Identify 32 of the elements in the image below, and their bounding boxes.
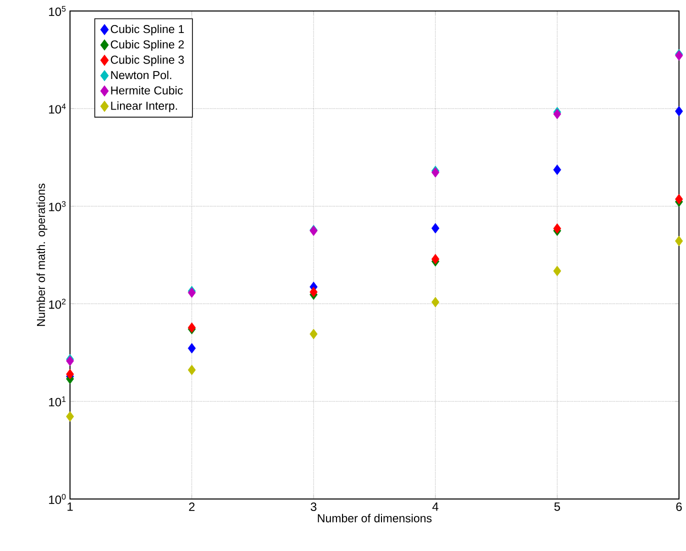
x-tick-label: 1	[68, 502, 73, 511]
y-axis-title: Number of math. operations	[36, 184, 48, 326]
x-tick-label: 5	[554, 502, 560, 511]
y-tick-label: 10$^{4}$	[49, 104, 66, 114]
legend-label: Linear Interp.	[111, 101, 177, 112]
point	[66, 411, 74, 422]
x-tick-label: 3	[310, 502, 316, 512]
point	[188, 343, 196, 354]
point	[188, 364, 196, 376]
x-tick-label: 2	[189, 502, 195, 511]
y-tick-label: 10$^{2}$	[49, 298, 66, 309]
point	[431, 296, 440, 308]
y-tick-label: 10$^{5}$	[49, 6, 66, 16]
legend-label: Cubic Spline 3	[110, 55, 184, 66]
x-tick-label: 6	[676, 502, 682, 512]
point	[553, 266, 562, 276]
y-tick-label: 10$^{0}$	[49, 494, 66, 504]
x-axis-title: Number of dimensions	[318, 514, 432, 522]
point	[66, 368, 74, 380]
legend-label: Newton Pol.	[111, 70, 172, 80]
point	[431, 223, 440, 234]
y-tick-label: 10$^{1}$	[49, 396, 66, 406]
legend-label: Cubic Spline 2	[110, 40, 184, 51]
point	[431, 254, 440, 264]
point	[310, 286, 318, 298]
point	[553, 223, 562, 234]
point	[553, 164, 562, 175]
legend-label: Hermite Cubic	[111, 86, 183, 94]
legend-label: Cubic Spline 1	[110, 24, 184, 36]
point	[310, 328, 318, 340]
x-tick-label: 4	[432, 502, 438, 511]
y-tick-label: 10$^{3}$	[49, 201, 66, 212]
